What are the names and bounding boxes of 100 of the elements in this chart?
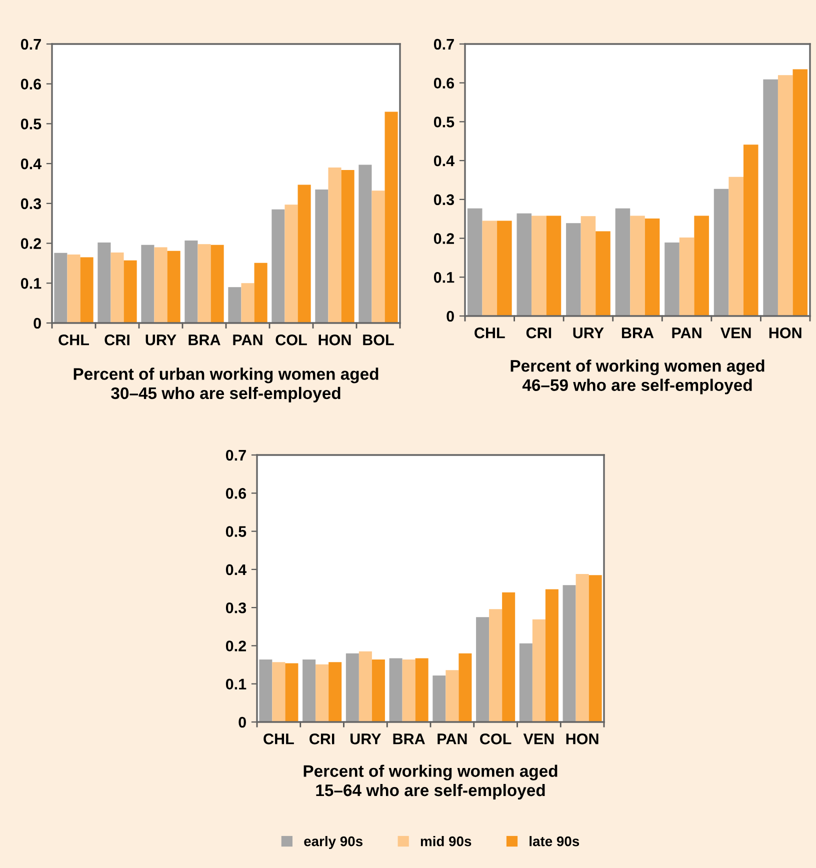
y-tick-label: 0	[446, 310, 454, 322]
bar	[124, 260, 137, 323]
bar	[316, 664, 329, 722]
y-tick-label: 0.7	[226, 450, 246, 461]
bar	[210, 244, 224, 323]
y-tick-label: 0.6	[20, 78, 42, 90]
bar	[141, 244, 154, 323]
x-tick-label: VEN	[720, 328, 751, 338]
x-tick-label: CHL	[264, 734, 294, 744]
x-tick-label: PAN	[233, 334, 262, 346]
bar	[576, 574, 589, 722]
bar	[341, 170, 354, 323]
bar	[389, 658, 402, 722]
x-tick-label: HON	[566, 734, 598, 744]
bar	[467, 208, 482, 316]
bar	[259, 659, 272, 722]
y-tick-label: 0	[34, 318, 41, 329]
y-tick-label: 0.5	[226, 526, 246, 537]
legend-label: early 90s	[304, 836, 362, 849]
bar	[67, 254, 80, 323]
bar	[328, 168, 342, 323]
y-tick-label: 0.2	[434, 233, 454, 244]
x-tick-label: CHL	[474, 328, 505, 338]
x-tick-label: URY	[146, 334, 176, 346]
bar	[482, 220, 498, 316]
bar	[562, 585, 576, 722]
text: Percent of working women aged 46–59 who are self-employed	[510, 360, 764, 394]
x-tick-label: BOL	[363, 334, 394, 346]
bar	[714, 188, 729, 316]
bar	[285, 663, 298, 722]
y-tick-label: 0.4	[434, 155, 455, 166]
y-tick-label: 0.3	[434, 194, 454, 206]
y-tick-label: 0.7	[20, 38, 41, 50]
bar	[167, 250, 180, 323]
bar	[476, 617, 490, 722]
y-tick-label: 0.2	[20, 238, 41, 249]
x-tick-label: CRI	[310, 734, 334, 744]
y-tick-label: 0.3	[20, 198, 42, 210]
x-tick-label: BRA	[393, 734, 425, 744]
bar	[546, 216, 562, 316]
bar	[644, 218, 660, 316]
bar	[402, 659, 416, 722]
bar	[358, 164, 372, 323]
y-tick-label: 0.4	[20, 158, 42, 170]
x-tick-label: URY	[573, 328, 604, 338]
bar	[315, 189, 328, 323]
x-tick-label: COL	[480, 734, 512, 744]
y-tick-label: 0.1	[226, 678, 246, 690]
bar	[384, 112, 398, 323]
bar	[588, 575, 602, 722]
bar	[516, 213, 532, 316]
y-tick-label: 0.6	[226, 488, 246, 499]
bar	[80, 257, 94, 323]
bar	[372, 659, 385, 722]
bar	[184, 240, 198, 323]
text: Percent of urban working women aged 30–45 who are self-employed	[74, 368, 378, 402]
bar	[532, 216, 546, 316]
y-tick-label: 0.2	[226, 640, 246, 652]
bar	[545, 589, 558, 722]
y-tick-label: 0.3	[226, 602, 246, 614]
bar	[54, 252, 68, 323]
bar	[615, 208, 630, 316]
bar	[272, 209, 285, 323]
bar	[743, 144, 758, 316]
bar	[502, 592, 516, 722]
legend-label: late 90s	[530, 836, 580, 846]
bar	[415, 658, 428, 722]
bar	[284, 204, 298, 323]
x-tick-label: BRA	[188, 334, 220, 346]
bar	[694, 216, 709, 316]
bar	[432, 675, 446, 722]
x-tick-label: VEN	[523, 734, 554, 744]
x-tick-label: CHL	[58, 334, 89, 346]
x-tick-label: PAN	[672, 328, 702, 338]
y-tick-label: 0.5	[434, 116, 454, 128]
bar	[446, 670, 459, 722]
bar	[198, 244, 211, 323]
bar	[728, 176, 744, 316]
bar	[228, 287, 242, 323]
x-tick-label: COL	[276, 334, 307, 346]
bar	[154, 247, 168, 323]
bar	[298, 184, 311, 323]
x-tick-label: BRA	[622, 328, 654, 338]
bar	[679, 238, 694, 316]
x-tick-label: CRI	[526, 328, 552, 338]
bar	[489, 609, 502, 722]
x-tick-label: HON	[769, 328, 802, 338]
y-tick-label: 0.7	[434, 38, 454, 50]
y-tick-label: 0.1	[434, 272, 454, 283]
bar	[110, 252, 124, 323]
bar	[241, 283, 254, 323]
bar	[532, 619, 546, 722]
bar	[596, 231, 610, 316]
y-tick-label: 0.1	[20, 278, 42, 289]
y-tick-label: 0	[238, 716, 246, 728]
bar	[580, 216, 596, 316]
y-tick-label: 0.5	[20, 118, 42, 130]
bar	[630, 216, 645, 316]
bar	[664, 242, 680, 316]
x-tick-label: HON	[318, 334, 351, 346]
